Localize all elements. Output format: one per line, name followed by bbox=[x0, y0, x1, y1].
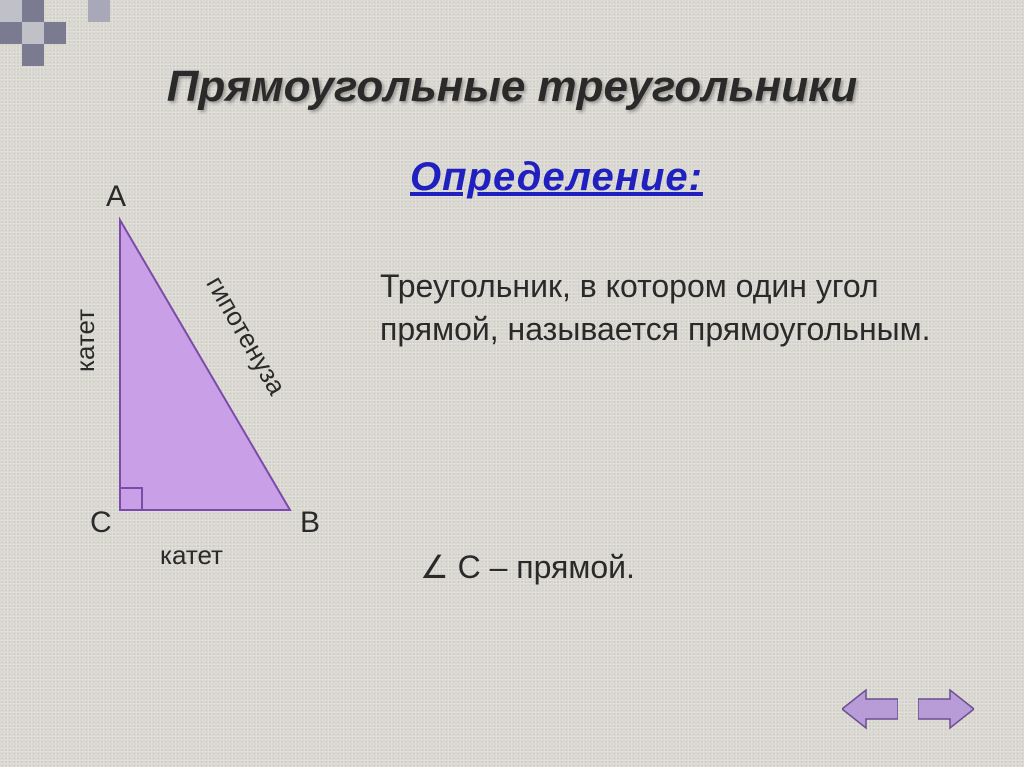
vertex-a-label: А bbox=[106, 180, 126, 214]
nav-arrows bbox=[842, 686, 974, 732]
vertex-b-label: В bbox=[300, 506, 320, 540]
vertex-c-label: С bbox=[90, 506, 112, 540]
next-button[interactable] bbox=[918, 686, 974, 732]
slide: Прямоугольные треугольники Определение: … bbox=[0, 0, 1024, 767]
definition-heading: Определение: bbox=[410, 155, 703, 200]
arrow-right-icon bbox=[918, 686, 974, 732]
leg-vertical-label: катет bbox=[70, 309, 101, 372]
leg-horizontal-label: катет bbox=[160, 540, 223, 571]
arrow-left-icon bbox=[842, 686, 898, 732]
angle-note: ∠ С – прямой. bbox=[420, 548, 635, 586]
prev-button[interactable] bbox=[842, 686, 898, 732]
slide-title: Прямоугольные треугольники bbox=[0, 62, 1024, 112]
definition-text: Треугольник, в котором один угол прямой,… bbox=[380, 265, 980, 351]
triangle-diagram: А В С катет катет гипотенуза bbox=[60, 180, 360, 610]
